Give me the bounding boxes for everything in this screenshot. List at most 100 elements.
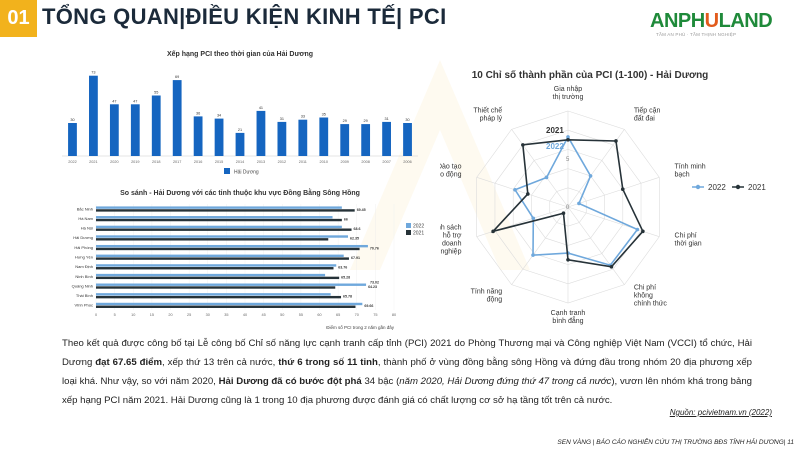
tick-label: 5	[114, 313, 116, 317]
legend-swatch-2021	[406, 230, 411, 235]
data-label: 73.02	[370, 280, 379, 284]
bar	[89, 75, 98, 156]
bar-2021	[96, 247, 360, 251]
bar	[277, 121, 287, 156]
radar-inner-label: 0	[566, 205, 570, 211]
legend-label-2022: 2022	[708, 183, 726, 192]
data-label: 65.28	[341, 275, 350, 279]
bar	[256, 110, 266, 156]
paragraph-text: , xếp thứ 13 trên cả nước,	[162, 357, 279, 368]
tick-label: 2011	[299, 160, 307, 164]
data-label: 62.35	[350, 237, 359, 241]
radar-point	[513, 187, 517, 192]
tick-label: 2022	[68, 160, 76, 164]
radar-axis-label: Cạnh tranh bình đẳng	[551, 310, 586, 325]
radar-spoke	[567, 177, 660, 208]
bar-2021	[96, 228, 352, 231]
data-label: 47	[133, 99, 137, 103]
radar-point	[577, 201, 581, 206]
category-label: Bắc Ninh	[77, 206, 93, 211]
radar-axis-label: Chi phí thời gian	[675, 233, 702, 248]
radar-point	[609, 265, 614, 269]
bar-2021	[96, 286, 336, 289]
data-label: 35	[322, 113, 326, 117]
tick-label: 2021	[89, 160, 97, 164]
category-label: Nam Định	[75, 264, 93, 269]
chart-legend: Hải Dương	[224, 168, 259, 176]
tick-label: 2019	[131, 160, 139, 164]
tick-label: 60	[317, 313, 321, 317]
radar-point	[635, 227, 640, 232]
paragraph-text: ), vươn lên nhóm khá trong bảng xếp hạng…	[62, 376, 752, 406]
tick-label: 2010	[320, 160, 328, 164]
data-label: 30	[405, 118, 409, 122]
bar-2022	[96, 206, 342, 209]
category-label: Vĩnh Phúc	[75, 303, 93, 308]
radar-axis-label: Tiếp cận đất đai	[634, 105, 661, 122]
bar-2021	[96, 238, 329, 241]
bar-2021	[96, 257, 349, 260]
tick-label: 70	[355, 313, 359, 317]
bar-2022	[96, 235, 348, 238]
data-label: 68.6	[354, 227, 361, 231]
radar-spoke	[476, 206, 569, 237]
radar-inner-label: 2022	[546, 142, 564, 151]
chart-title: Xếp hạng PCI theo thời gian của Hải Dươn…	[167, 50, 313, 58]
radar-point	[588, 174, 593, 178]
radar-spoke	[567, 206, 625, 285]
legend-label-2022: 2022	[413, 224, 424, 230]
data-label: 34	[217, 114, 221, 118]
bar-2021	[96, 218, 342, 222]
category-label: Ninh Bình	[75, 274, 93, 279]
radar-point	[531, 253, 535, 257]
radar-spoke	[511, 129, 569, 208]
tick-label: 40	[243, 313, 247, 317]
bar-2021	[96, 276, 340, 280]
data-label: 63.76	[338, 266, 347, 270]
category-label: Quảng Ninh	[72, 283, 93, 288]
page-title: TỔNG QUAN|ĐIỀU KIỆN KINH TẾ| PCI	[42, 4, 447, 29]
radar-point	[614, 139, 618, 143]
radar-axis-label: Gia nhập thị trường	[553, 86, 584, 101]
bar-2022	[96, 216, 333, 219]
bar	[109, 104, 119, 156]
data-label: 30	[70, 118, 74, 122]
bar	[403, 123, 412, 156]
data-label: 70.76	[370, 246, 379, 250]
brand-logo: ANPHULAND TẦM AN PHÚ · TẦM THỊNH NGHIỆP	[650, 6, 778, 40]
radar-inner-label: 2021	[546, 126, 564, 135]
data-label: 66	[344, 217, 348, 221]
bar	[130, 104, 140, 156]
tick-label: 20	[168, 313, 172, 317]
bar-2022	[96, 293, 331, 296]
data-label: 64.23	[368, 285, 377, 289]
paragraph-bold: Hải Dương đã có bước đột phá	[218, 376, 362, 387]
paragraph-text: Theo kết quả được công bố tại Lễ công bố…	[62, 338, 752, 368]
page-footer: SEN VÀNG | BÁO CÁO NGHIÊN CỨU THỊ TRƯỜNG…	[557, 439, 794, 446]
radar-axis-label: Thiết chế pháp lý	[473, 105, 502, 122]
tick-label: 35	[224, 313, 228, 317]
section-number-badge: 01	[0, 0, 37, 37]
legend-label: Hải Dương	[234, 170, 259, 176]
x-axis-label: Điểm số PCI trong 2 năm gần đây	[326, 324, 395, 330]
radar-point	[566, 138, 570, 142]
tick-label: 75	[373, 313, 377, 317]
legend-swatch	[224, 168, 230, 174]
tick-label: 2012	[278, 160, 286, 164]
legend-swatch-2022	[695, 184, 701, 190]
legend-swatch-2021	[735, 184, 741, 190]
bar-2022	[96, 225, 342, 229]
radar-point	[531, 216, 536, 221]
data-label: 69.66	[364, 304, 373, 308]
tick-label: 2017	[173, 160, 181, 164]
radar-axis-label: Tính năng động	[471, 289, 503, 304]
bar	[319, 117, 329, 156]
bar	[68, 123, 77, 156]
tick-label: 50	[280, 313, 284, 317]
radar-axis-label: Chi phí không chính thức	[634, 285, 668, 308]
bar-2021	[96, 295, 342, 299]
data-label: 41	[259, 106, 263, 110]
radar-spoke	[476, 177, 569, 208]
tick-label: 2006	[403, 160, 411, 164]
bar	[235, 132, 245, 156]
